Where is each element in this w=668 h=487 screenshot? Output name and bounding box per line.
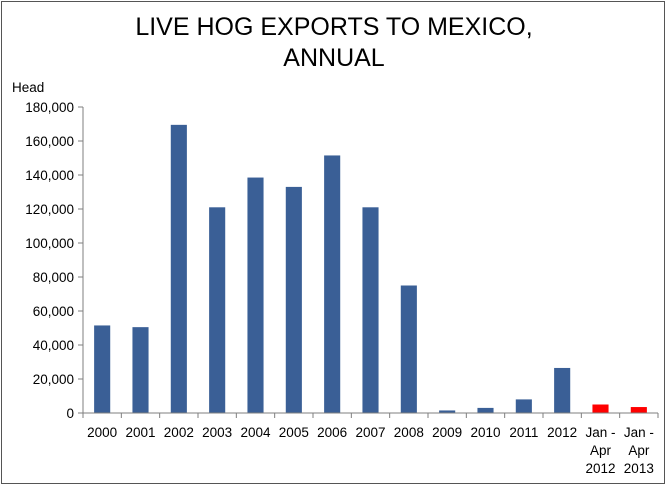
bar [439,410,456,413]
bar [400,285,417,413]
x-category-label: 2004 [240,425,271,440]
y-tick-label: 120,000 [25,202,74,217]
y-tick-label: 100,000 [25,236,74,251]
bar [554,367,571,413]
bar [630,407,647,413]
x-category-label: Jan - [585,425,615,440]
x-category-label: 2012 [547,425,577,440]
y-axis-unit-label: Head [12,80,44,95]
x-category-label: 2013 [624,461,654,476]
y-tick-label: 140,000 [25,168,74,183]
bar [170,124,187,413]
y-tick-label: 80,000 [33,270,74,285]
x-category-label: 2007 [355,425,385,440]
x-category-label: 2008 [394,425,424,440]
bar [362,207,379,413]
x-category-label: 2005 [279,425,309,440]
x-category-label: Apr [628,443,650,458]
y-tick-label: 180,000 [25,100,74,115]
bar [515,399,532,413]
x-category-label: 2006 [317,425,347,440]
y-tick-label: 160,000 [25,134,74,149]
chart-title-line-2: ANNUAL [283,44,385,72]
chart-title: LIVE HOG EXPORTS TO MEXICO, ANNUAL [0,12,668,74]
x-category-label: Jan - [624,425,654,440]
y-axis: 0 20,000 40,000 60,000 80,000 100,000 120,000 1… [25,100,84,421]
bar [94,325,111,413]
x-category-label: 2009 [432,425,462,440]
bar [209,207,226,413]
bar [592,404,609,413]
bar [247,177,264,413]
y-tick-label: 20,000 [33,372,74,387]
bar [285,186,302,413]
bars [94,124,647,413]
y-tick-label: 40,000 [33,338,74,353]
x-axis: 2000 2001 2002 2003 2004 2005 2006 2007 2008 2009… [82,412,659,476]
x-category-label: 2001 [125,425,155,440]
x-category-label: 2003 [202,425,232,440]
bar [477,407,494,413]
x-category-label: 2000 [87,425,117,440]
x-category-label: 2011 [509,425,538,440]
y-tick-label: 60,000 [33,304,74,319]
chart-title-line-1: LIVE HOG EXPORTS TO MEXICO, [135,13,533,41]
bar [132,327,149,413]
x-category-label: Apr [590,443,612,458]
y-tick-label: 0 [66,406,74,421]
x-category-label: 2010 [470,425,500,440]
x-category-label: 2012 [585,461,615,476]
x-category-label: 2002 [164,425,194,440]
bar [324,155,341,413]
